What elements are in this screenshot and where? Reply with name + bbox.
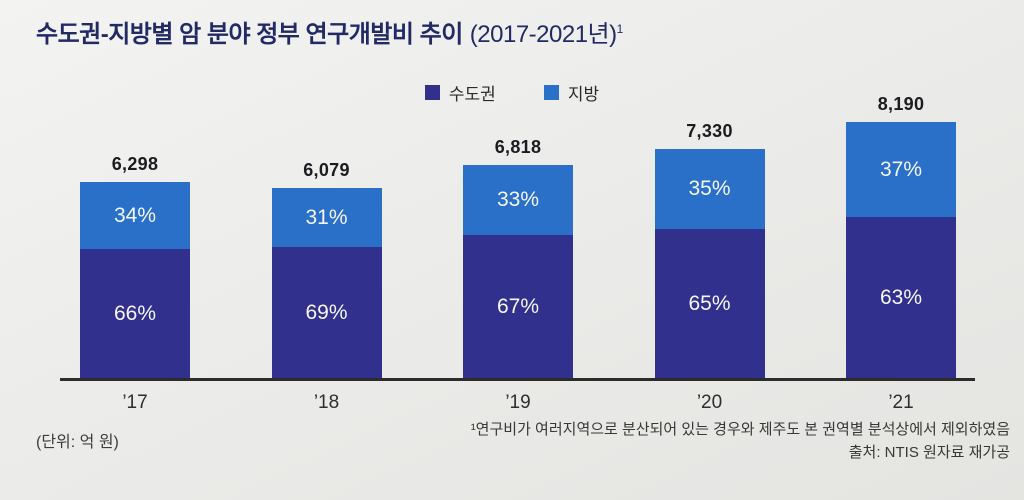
bar-19-sudogwon-percent-label: 67% bbox=[496, 294, 540, 318]
bar-19: 33% 67% bbox=[463, 165, 573, 378]
chart-title-range: (2017-2021년) bbox=[469, 21, 617, 48]
source-credit: 출처: NTIS 원자료 재가공 bbox=[848, 443, 1010, 461]
x-axis-tick-17: ’17 bbox=[122, 392, 148, 413]
chart-title-main: 수도권-지방별 암 분야 정부 연구개발비 추이 bbox=[36, 21, 463, 48]
bar-18-sudogwon-segment: 69% bbox=[271, 247, 382, 378]
chart-footnotes: ¹연구비가 여러지역으로 분산되어 있는 경우와 제주도 본 권역별 분석상에서… bbox=[471, 419, 1010, 464]
bar-19-total-label: 6,818 bbox=[494, 137, 542, 157]
bar-17-sudogwon-percent-label: 66% bbox=[113, 301, 157, 325]
bar-19-jibang-segment: 33% bbox=[463, 165, 573, 235]
bar-19-jibang-percent-label: 33% bbox=[496, 188, 540, 211]
x-axis-tick-20: ’20 bbox=[696, 392, 723, 413]
bar-19-sudogwon-segment: 67% bbox=[463, 235, 573, 378]
bar-21-sudogwon-segment: 63% bbox=[846, 217, 956, 378]
legend-item-sudogwon: 수도권 bbox=[424, 80, 496, 105]
bar-17-sudogwon-segment: 66% bbox=[80, 249, 190, 378]
bar-21-sudogwon-percent-label: 63% bbox=[879, 285, 923, 309]
bar-18-jibang-segment: 31% bbox=[271, 188, 382, 247]
chart-title: 수도권-지방별 암 분야 정부 연구개발비 추이 (2017-2021년)1 bbox=[36, 14, 623, 49]
bar-20-jibang-segment: 35% bbox=[654, 149, 765, 229]
bar-20-sudogwon-percent-label: 65% bbox=[688, 291, 731, 315]
bar-20-total-label: 7,330 bbox=[686, 121, 733, 141]
chart-title-footnote-marker: 1 bbox=[616, 22, 624, 36]
bar-21-total-label: 8,190 bbox=[877, 94, 925, 114]
unit-note: (단위: 억 원) bbox=[36, 434, 119, 451]
bar-20: 35% 65% bbox=[654, 149, 765, 378]
bar-20-sudogwon-segment: 65% bbox=[654, 229, 765, 378]
bar-21-jibang-segment: 37% bbox=[846, 122, 956, 217]
bar-21: 37% 63% bbox=[846, 122, 956, 378]
bar-17: 34% 66% bbox=[80, 182, 190, 378]
bar-18: 31% 69% bbox=[271, 188, 382, 378]
legend-label: 수도권 bbox=[448, 85, 496, 104]
legend-swatch-icon bbox=[543, 85, 559, 100]
bar-21-jibang-percent-label: 37% bbox=[879, 157, 923, 181]
bar-18-jibang-percent-label: 31% bbox=[305, 205, 348, 229]
bar-17-total-label: 6,298 bbox=[111, 154, 159, 174]
bar-17-jibang-percent-label: 34% bbox=[113, 203, 157, 227]
x-axis-tick-18: ’18 bbox=[313, 392, 340, 413]
x-axis-line bbox=[60, 378, 975, 381]
chart-legend: 수도권 지방 bbox=[0, 80, 1024, 105]
bar-17-jibang-segment: 34% bbox=[80, 182, 190, 249]
legend-item-jibang: 지방 bbox=[543, 80, 600, 105]
bar-18-sudogwon-percent-label: 69% bbox=[305, 300, 348, 324]
bar-18-total-label: 6,079 bbox=[303, 160, 350, 180]
x-axis-tick-21: ’21 bbox=[888, 392, 914, 413]
legend-swatch-icon bbox=[424, 85, 440, 100]
x-axis-tick-19: ’19 bbox=[505, 392, 531, 413]
footnote-text: ¹연구비가 여러지역으로 분산되어 있는 경우와 제주도 본 권역별 분석상에서… bbox=[470, 421, 1010, 438]
bar-20-jibang-percent-label: 35% bbox=[688, 177, 731, 200]
legend-label: 지방 bbox=[567, 85, 600, 104]
